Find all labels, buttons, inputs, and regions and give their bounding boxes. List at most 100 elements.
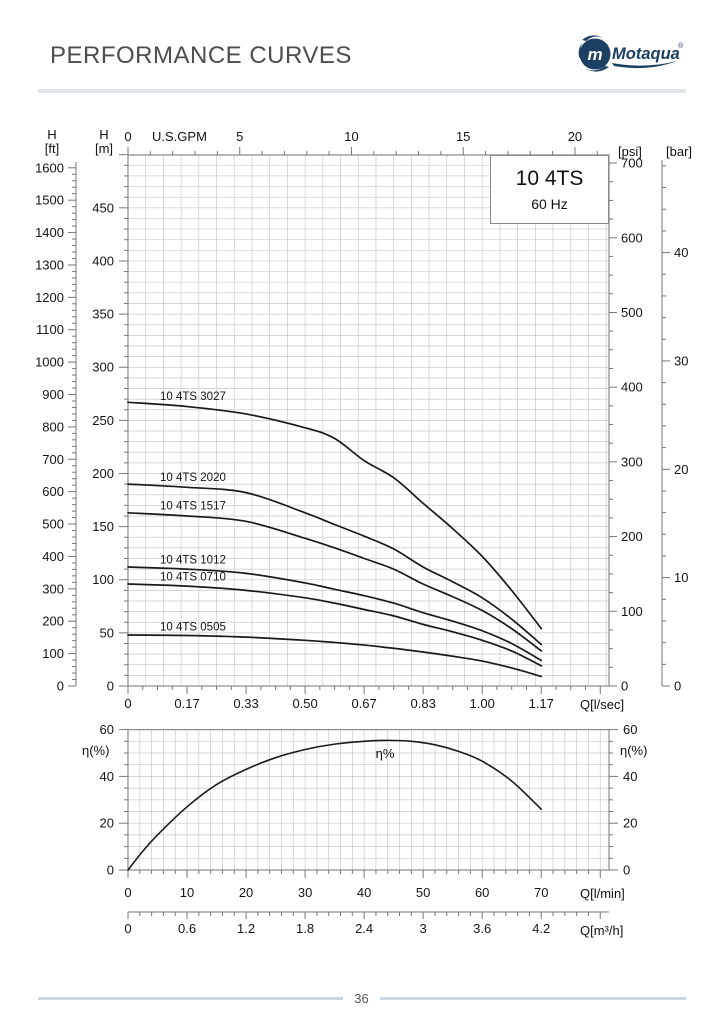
m-tick-label: 350 [92,307,114,322]
pump-curve-label: 10 4TS 0710 [160,571,226,583]
m3h-tick-label: 4.2 [532,921,550,936]
psi-tick-label: 200 [621,529,643,544]
model-box: 10 4TS 60 Hz [490,155,609,224]
pump-curve-label: 10 4TS 1012 [160,554,226,566]
m-tick-label: 50 [100,625,114,640]
lmin-tick-label: 30 [298,885,312,900]
model-frequency: 60 Hz [531,196,568,212]
ft-tick-label: 600 [42,484,64,499]
eta-tick-label-right: 0 [623,863,630,878]
axis-unit-bar: [bar] [666,144,693,159]
axis-unit-psi: [psi] [618,144,642,159]
eta-tick-label-left: 20 [100,816,114,831]
ft-tick-label: 700 [42,452,64,467]
page-number: 36 [354,991,369,1006]
brand-name: Motaqua [612,45,680,63]
m-tick-label: 150 [92,519,114,534]
pump-curve-label: 10 4TS 1517 [160,501,226,513]
m3h-tick-label: 0 [124,921,131,936]
logo-swirl-icon: m [578,35,611,72]
ft-tick-label: 100 [42,646,64,661]
eta-tick-label-left: 0 [107,863,114,878]
axis-title-h: H [47,127,57,142]
lsec-tick-label: 0 [124,696,131,711]
m3h-tick-label: 1.8 [296,921,314,936]
ft-tick-label: 300 [42,581,64,596]
pump-curve [127,583,543,667]
lsec-tick-label: 0.17 [174,696,199,711]
model-name: 10 4TS [515,167,584,190]
ft-tick-label: 1200 [35,290,64,305]
m-tick-label: 400 [92,253,114,268]
axis-unit-m: [m] [94,141,114,156]
pump-curve [127,634,543,678]
bar-tick-label: 30 [674,353,688,368]
axis-unit-ft: [ft] [44,141,60,156]
pump-curve-label: 10 4TS 3027 [160,391,226,403]
m-tick-label: 250 [92,413,114,428]
gpm-tick-label: 15 [456,129,470,144]
lmin-tick-label: 40 [357,885,371,900]
m3h-tick-label: 1.2 [237,921,255,936]
lmin-tick-label: 10 [180,885,194,900]
axis-title-eta-right: η(%) [620,743,648,758]
eta-tick-label-right: 60 [623,722,637,737]
bar-tick-label: 40 [674,245,688,260]
lsec-tick-label: 0.67 [351,696,376,711]
m3h-tick-label: 3.6 [473,921,491,936]
efficiency-curve [127,739,543,871]
motaqua-logo: m Motaqua ® [578,35,684,72]
ft-tick-label: 0 [57,679,64,694]
axis-title-usgpm: U.S.GPM [152,129,207,144]
ft-tick-label: 1000 [35,355,64,370]
m-tick-label: 200 [92,466,114,481]
eta-tick-label-right: 40 [623,769,637,784]
axis-title-qlsec: Q[l/sec] [580,697,625,712]
gpm-tick-label: 20 [568,129,582,144]
psi-tick-label: 400 [621,380,643,395]
ft-tick-label: 1600 [35,160,64,175]
lsec-tick-label: 0.33 [233,696,258,711]
bar-tick-label: 20 [674,462,688,477]
header-divider [38,89,686,93]
ft-tick-label: 1400 [35,225,64,240]
m-tick-label: 450 [92,200,114,215]
eta-tick-label-left: 40 [100,769,114,784]
ft-tick-label: 900 [42,387,64,402]
bar-tick-label: 0 [674,679,681,694]
ft-tick-label: 1300 [35,257,64,272]
ft-tick-label: 1100 [36,322,64,337]
m3h-tick-label: 2.4 [355,921,373,936]
logo-letter: m [587,45,602,64]
axis-title-qm3h: Q[m³/h] [580,923,624,938]
bar-tick-label: 10 [674,570,688,585]
pump-curve [127,401,543,630]
lmin-tick-label: 60 [475,885,489,900]
axis-title-h-m: H [m] [88,128,120,156]
psi-tick-label: 300 [621,454,643,469]
pump-curve [127,483,543,646]
efficiency-curve-annotation: η% [375,746,395,761]
m-tick-label: 0 [107,679,114,694]
gpm-tick-label: 5 [236,129,243,144]
lsec-tick-label: 0.83 [411,696,436,711]
axis-title-eta-left: η(%) [82,743,110,758]
m3h-tick-label: 3 [420,921,427,936]
psi-tick-label: 0 [621,679,628,694]
pump-curve-label: 10 4TS 0505 [160,621,226,633]
lmin-tick-label: 50 [416,885,430,900]
ft-tick-label: 200 [42,614,64,629]
axis-title-qlmin: Q[l/min] [580,886,625,901]
ft-tick-label: 500 [42,517,64,532]
ft-tick-label: 800 [42,419,64,434]
eta-tick-label-left: 60 [100,722,114,737]
lmin-tick-label: 0 [124,885,131,900]
footer-line-left [38,997,343,1000]
lsec-tick-label: 1.17 [529,696,554,711]
psi-tick-label: 100 [621,604,643,619]
psi-tick-label: 500 [621,305,643,320]
pump-curve [127,566,543,662]
psi-tick-label: 700 [621,156,643,171]
lmin-tick-label: 70 [534,885,548,900]
